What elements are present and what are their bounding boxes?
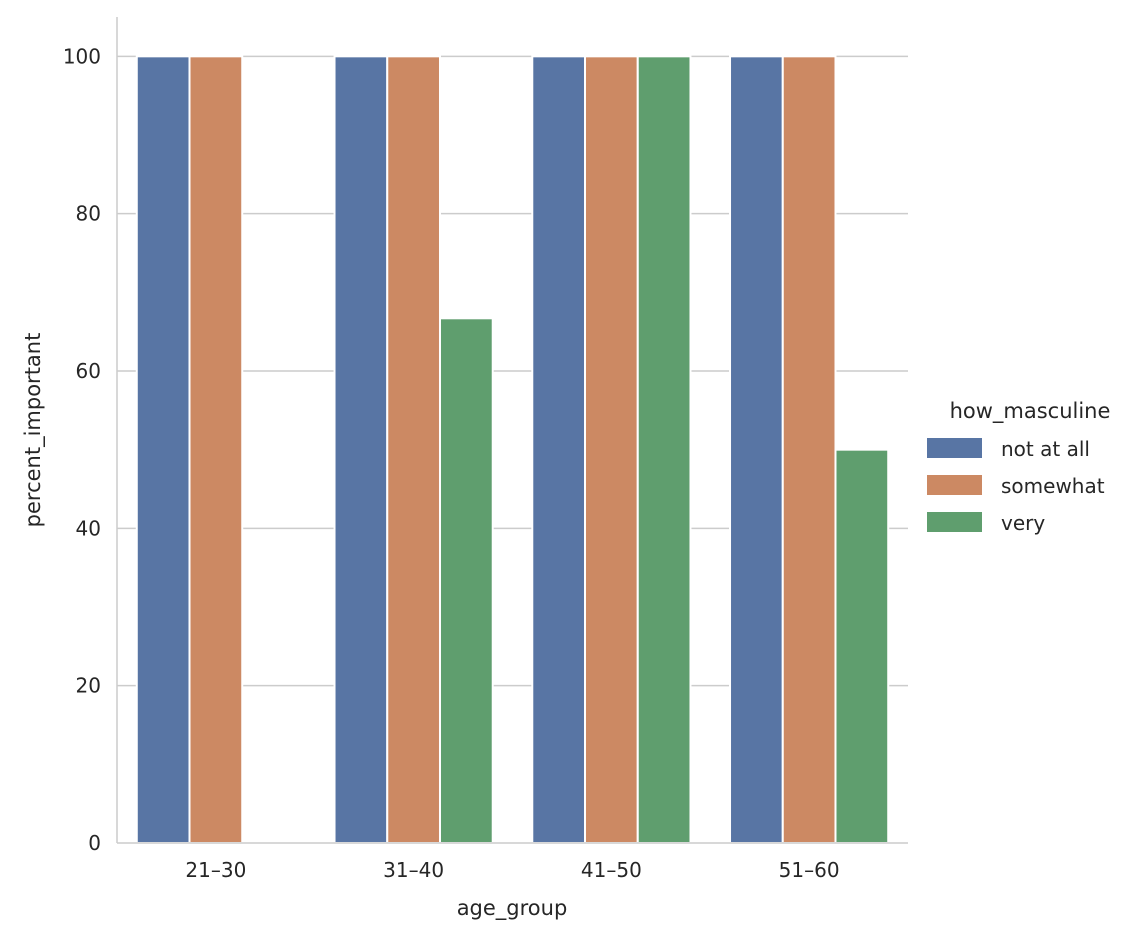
y-axis-title: percent_important	[21, 333, 46, 528]
bar	[531, 55, 587, 845]
y-tick-label: 0	[88, 831, 101, 855]
x-tick-label: 51–60	[779, 858, 840, 882]
bars	[135, 55, 890, 845]
legend-swatch	[927, 438, 982, 458]
bar	[781, 55, 837, 845]
bar	[188, 55, 244, 845]
y-tick-label: 80	[76, 202, 101, 226]
y-tick-label: 20	[76, 674, 101, 698]
legend-label: very	[1001, 511, 1045, 535]
y-tick-label: 100	[63, 44, 101, 68]
x-tick-label: 31–40	[383, 858, 444, 882]
x-tick-label: 41–50	[581, 858, 642, 882]
bar	[135, 55, 191, 845]
legend-items: not at all somewhat very	[927, 437, 1105, 535]
x-tick-label: 21–30	[185, 858, 246, 882]
legend-title: how_masculine	[950, 399, 1111, 424]
bar	[584, 55, 639, 845]
legend-label: not at all	[1001, 437, 1090, 461]
bar	[834, 448, 890, 844]
y-tick-label: 60	[76, 359, 101, 383]
bar	[729, 55, 784, 845]
legend-swatch	[927, 512, 982, 532]
legend: how_masculine not at all somewhat very	[927, 399, 1110, 535]
bar	[636, 55, 692, 845]
legend-label: somewhat	[1001, 474, 1105, 498]
bar	[386, 55, 441, 845]
axes	[116, 17, 908, 844]
tick-labels: 0 20 40 60 80 100 21–30 31–40 41–50 51–60	[63, 44, 840, 882]
legend-swatch	[927, 475, 982, 495]
bar	[438, 317, 494, 844]
x-axis-title: age_group	[457, 896, 568, 921]
y-tick-label: 40	[76, 516, 101, 540]
bar	[333, 55, 389, 845]
